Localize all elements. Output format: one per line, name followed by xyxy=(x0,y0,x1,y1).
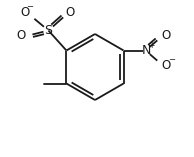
Text: O: O xyxy=(66,6,75,19)
Text: −: − xyxy=(26,2,33,11)
Text: O: O xyxy=(21,6,30,19)
Text: N: N xyxy=(142,44,151,57)
Text: +: + xyxy=(148,41,155,50)
Text: O: O xyxy=(17,29,26,42)
Text: −: − xyxy=(168,55,175,64)
Text: O: O xyxy=(161,29,170,42)
Text: S: S xyxy=(44,24,52,37)
Text: O: O xyxy=(161,59,170,72)
